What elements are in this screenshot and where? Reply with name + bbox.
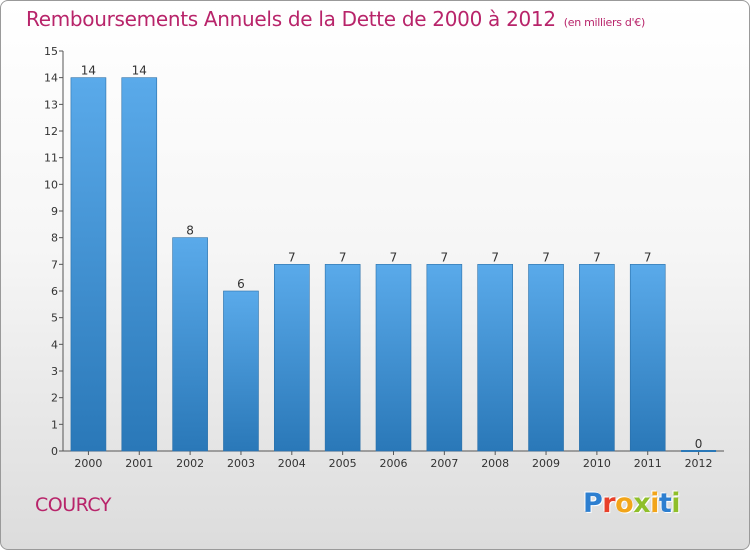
bar-value-label: 6 bbox=[237, 277, 245, 291]
chart-title: Remboursements Annuels de la Dette de 20… bbox=[26, 7, 645, 31]
logo-letter: r bbox=[602, 488, 616, 519]
x-tick-label: 2009 bbox=[532, 457, 560, 470]
bar bbox=[223, 290, 259, 452]
bar bbox=[629, 264, 666, 452]
y-tick-label: 10 bbox=[44, 178, 58, 191]
x-tick-label: 2010 bbox=[583, 457, 611, 470]
y-tick-label: 4 bbox=[51, 338, 58, 351]
x-tick-label: 2008 bbox=[481, 457, 509, 470]
y-tick-label: 3 bbox=[51, 365, 58, 378]
x-tick-label: 2012 bbox=[685, 457, 713, 470]
x-tick-label: 2003 bbox=[227, 457, 255, 470]
y-tick-label: 5 bbox=[51, 312, 58, 325]
chart-title-text: Remboursements Annuels de la Dette de 20… bbox=[26, 7, 556, 31]
x-tick-label: 2006 bbox=[380, 457, 408, 470]
bar-value-label: 7 bbox=[542, 250, 550, 264]
y-tick-label: 11 bbox=[44, 152, 58, 165]
logo-letter: i bbox=[671, 488, 681, 519]
bar bbox=[172, 237, 208, 452]
y-tick-label: 6 bbox=[51, 285, 58, 298]
bar-value-label: 14 bbox=[81, 64, 96, 78]
y-tick-label: 13 bbox=[44, 98, 58, 111]
y-tick-label: 8 bbox=[51, 232, 58, 245]
bar-value-label: 14 bbox=[132, 64, 147, 78]
chart-unit: (en milliers d'€) bbox=[563, 16, 645, 29]
bar bbox=[324, 264, 361, 452]
x-tick-label: 2004 bbox=[278, 457, 306, 470]
bar bbox=[121, 77, 158, 452]
y-tick-label: 9 bbox=[51, 205, 58, 218]
logo-letter: i bbox=[650, 488, 659, 519]
x-tick-label: 2007 bbox=[430, 457, 458, 470]
bar-value-label: 7 bbox=[491, 250, 499, 264]
proxiti-logo: Proxiti bbox=[583, 488, 681, 519]
x-tick-label: 2005 bbox=[329, 457, 357, 470]
logo-letter: P bbox=[583, 488, 603, 519]
x-tick-label: 2001 bbox=[125, 457, 153, 470]
bar-value-label: 7 bbox=[441, 250, 449, 264]
bar-value-label: 7 bbox=[644, 250, 652, 264]
x-tick-label: 2011 bbox=[634, 457, 662, 470]
bar bbox=[426, 264, 463, 452]
bar-value-label: 0 bbox=[695, 437, 703, 451]
bar-value-label: 7 bbox=[593, 250, 601, 264]
logo-letter: o bbox=[615, 488, 634, 519]
y-tick-label: 2 bbox=[51, 392, 58, 405]
bar-value-label: 7 bbox=[390, 250, 398, 264]
logo-letter: x bbox=[633, 488, 651, 519]
bar bbox=[375, 264, 412, 452]
y-tick-label: 12 bbox=[44, 125, 58, 138]
bar bbox=[477, 264, 513, 452]
bar bbox=[274, 264, 310, 452]
y-tick-label: 15 bbox=[44, 45, 58, 58]
bar bbox=[579, 264, 615, 452]
y-tick-label: 1 bbox=[51, 418, 58, 431]
bar-value-label: 7 bbox=[288, 250, 296, 264]
y-tick-label: 7 bbox=[51, 258, 58, 271]
town-name: COURCY bbox=[35, 494, 111, 516]
x-tick-label: 2000 bbox=[74, 457, 102, 470]
bar bbox=[528, 264, 564, 452]
logo-letter: t bbox=[658, 488, 672, 519]
bar-value-label: 8 bbox=[186, 224, 194, 238]
y-tick-label: 14 bbox=[44, 72, 58, 85]
y-tick-label: 0 bbox=[51, 445, 58, 458]
bar bbox=[70, 77, 107, 452]
bar-value-label: 7 bbox=[339, 250, 347, 264]
x-tick-label: 2002 bbox=[176, 457, 204, 470]
